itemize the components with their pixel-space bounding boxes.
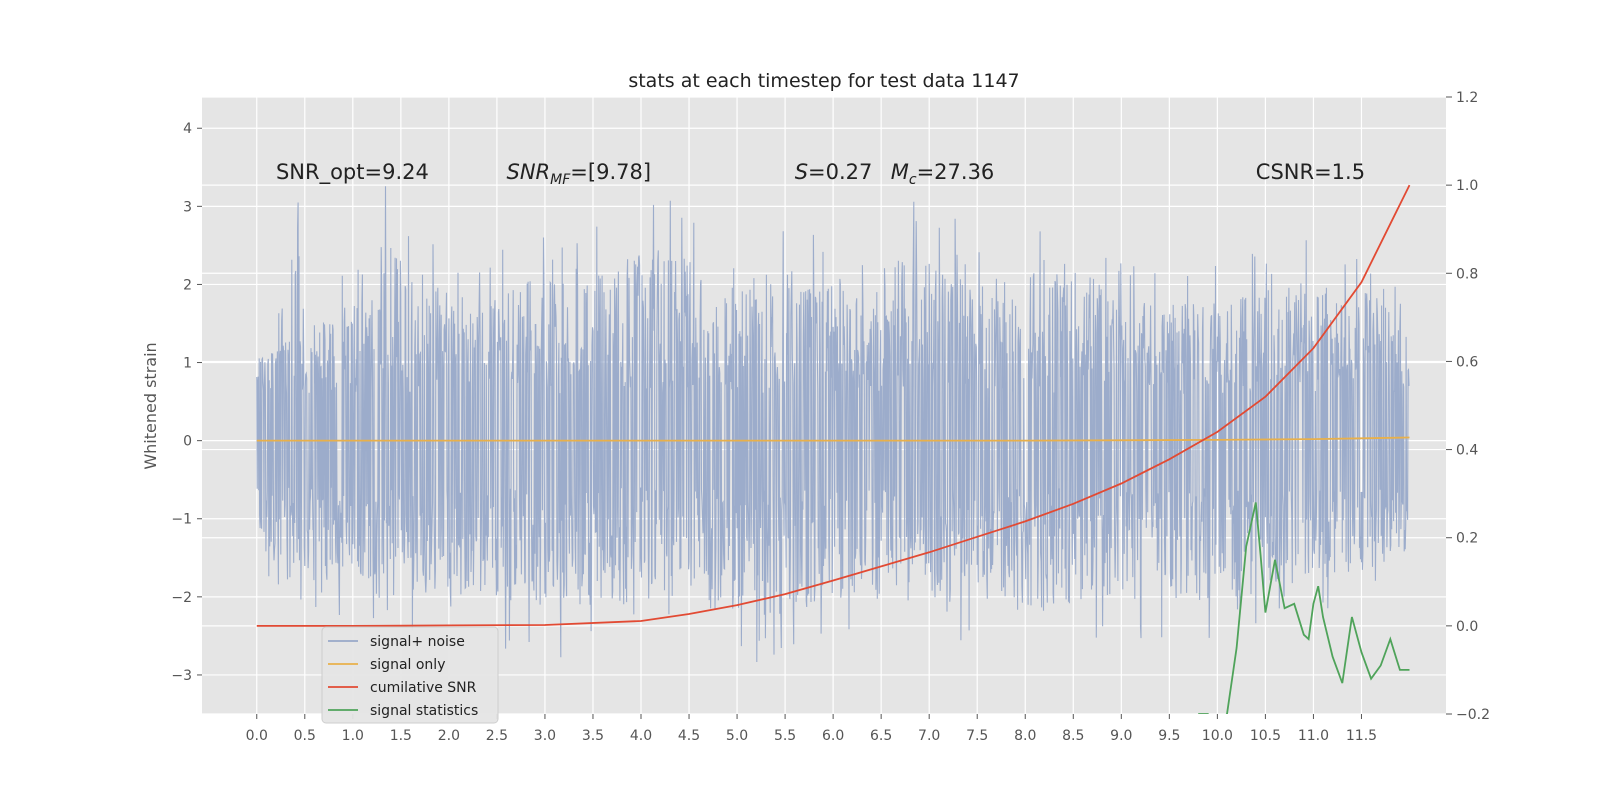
y-tick-label: −2 <box>171 590 192 606</box>
legend-label: signal statistics <box>370 703 478 719</box>
annotation: S=0.27 <box>795 160 873 184</box>
legend-label: signal only <box>370 657 445 673</box>
y2-tick-label: 0.8 <box>1456 266 1478 282</box>
x-tick-label: 4.5 <box>678 728 700 744</box>
x-tick-label: 8.0 <box>1014 728 1036 744</box>
x-tick-label: 1.5 <box>390 728 412 744</box>
x-tick-label: 4.0 <box>630 728 652 744</box>
y2-tick-label: 1.2 <box>1456 90 1478 106</box>
annotation: SNRMF=[9.78] <box>507 160 652 188</box>
legend-box <box>321 626 499 724</box>
y-tick-label: 0 <box>183 434 192 450</box>
x-tick-label: 10.5 <box>1250 728 1281 744</box>
x-tick-label: 11.0 <box>1298 728 1329 744</box>
y2-tick-label: −0.2 <box>1456 707 1490 723</box>
y2-tick-label: 0.0 <box>1456 619 1478 635</box>
x-tick-label: 2.5 <box>486 728 508 744</box>
legend-label: signal+ noise <box>370 634 465 650</box>
x-tick-label: 3.5 <box>582 728 604 744</box>
y-tick-label: −3 <box>171 668 192 684</box>
x-tick-label: 0.0 <box>246 728 268 744</box>
x-tick-label: 9.0 <box>1110 728 1132 744</box>
y2-tick-label: 0.6 <box>1456 354 1478 370</box>
y2-tick-label: 0.2 <box>1456 531 1478 547</box>
annotation: SNR_opt=9.24 <box>276 160 429 185</box>
series-signal-noise <box>256 186 1410 663</box>
legend-label: cumilative SNR <box>370 680 477 696</box>
x-tick-label: 11.5 <box>1346 728 1377 744</box>
y-tick-label: 4 <box>183 121 192 137</box>
annotation: CSNR=1.5 <box>1256 160 1365 184</box>
x-tick-label: 5.0 <box>726 728 748 744</box>
x-tick-label: 0.5 <box>294 728 316 744</box>
x-tick-label: 8.5 <box>1062 728 1084 744</box>
x-tick-label: 1.0 <box>342 728 364 744</box>
x-tick-label: 7.0 <box>918 728 940 744</box>
series-signal-statistics <box>1198 502 1410 714</box>
x-tick-label: 3.0 <box>534 728 556 744</box>
series-cumilative-snr <box>256 184 1411 627</box>
legend: signal+ noise signal only cumilative SNR si… <box>321 626 499 724</box>
y-axis-label: Whitened strain <box>141 342 160 469</box>
y-tick-label: 3 <box>183 199 192 215</box>
x-tick-label: 5.5 <box>774 728 796 744</box>
x-tick-label: 6.5 <box>870 728 892 744</box>
axes: 0.0 0.5 1.0 1.5 2.0 2.5 3.0 3.5 4.0 4.5 5.0 5.5 6.0 6… <box>171 90 1490 744</box>
x-tick-label: 7.5 <box>966 728 988 744</box>
x-tick-label: 9.5 <box>1158 728 1180 744</box>
y-tick-label: 1 <box>183 356 192 372</box>
x-tick-label: 10.0 <box>1202 728 1233 744</box>
series-signal-only <box>256 436 1410 442</box>
y2-tick-label: 1.0 <box>1456 178 1478 194</box>
annotations: SNR_opt=9.24 SNRMF=[9.78] S=0.27 Mc=27.36 CS… <box>276 160 1365 188</box>
chart-title: stats at each timestep for test data 114… <box>628 70 1019 92</box>
x-tick-label: 6.0 <box>822 728 844 744</box>
series-layer <box>256 184 1411 714</box>
x-tick-label: 2.0 <box>438 728 460 744</box>
y-tick-label: 2 <box>183 277 192 293</box>
annotation: Mc=27.36 <box>891 160 995 188</box>
y2-tick-label: 0.4 <box>1456 443 1478 459</box>
y-tick-label: −1 <box>171 512 192 528</box>
